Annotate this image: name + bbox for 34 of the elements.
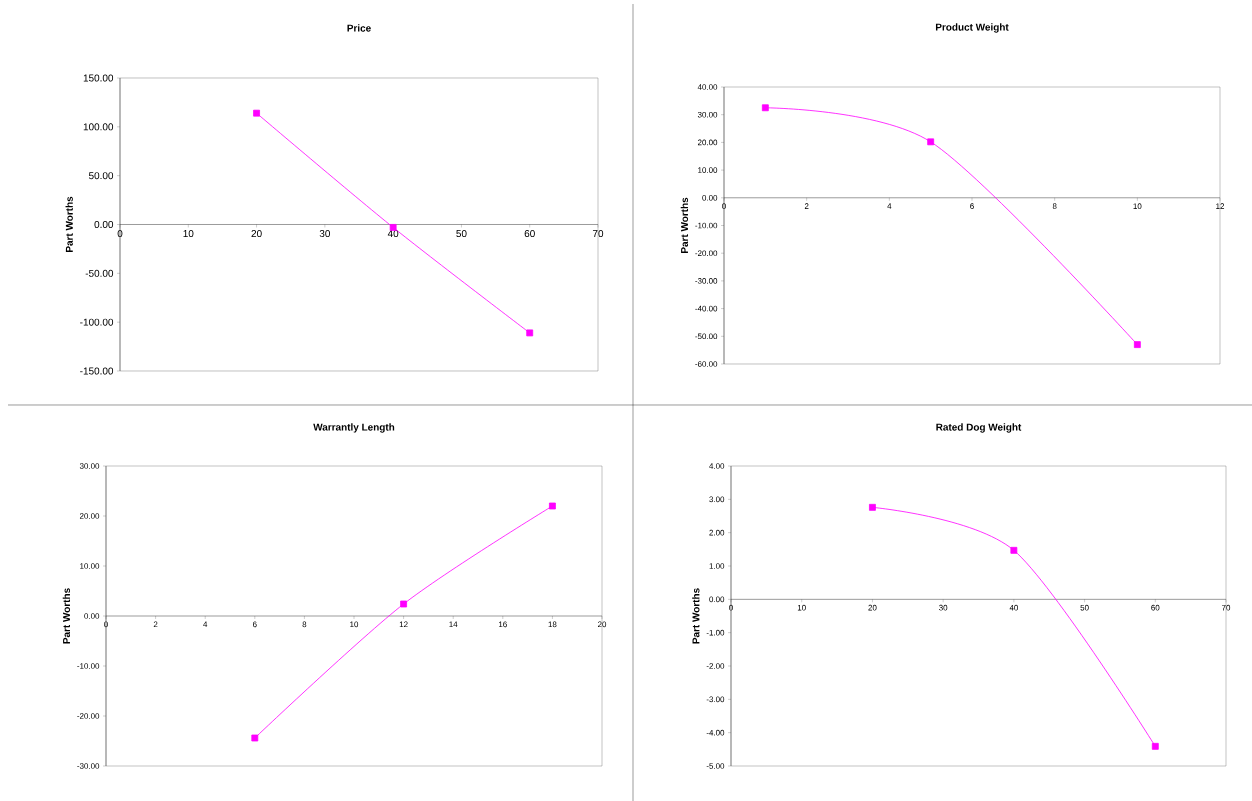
point	[400, 600, 407, 608]
x-tick-label: 20	[251, 230, 262, 238]
y-tick-label: 150.00	[83, 74, 114, 82]
point	[927, 138, 935, 146]
y-tick-label: 50.00	[88, 172, 114, 180]
x-tick-label: 0	[117, 230, 123, 238]
x-tick-label: 50	[456, 230, 467, 238]
point	[253, 109, 260, 117]
x-tick-label: 60	[524, 230, 535, 238]
chart-title: Price	[347, 24, 371, 32]
y-axis-title: Part Worths	[62, 588, 71, 644]
point	[1133, 341, 1141, 349]
y-tick-label: -150.00	[80, 367, 114, 375]
chart-title: Warrantly Length	[313, 423, 395, 433]
y-axis-title: Part Worths	[65, 196, 73, 252]
point	[549, 502, 556, 510]
y-axis-title: Part Worths	[680, 197, 689, 253]
y-axis-title: Part Worths	[692, 588, 700, 644]
chart-title: Product Weight	[935, 23, 1009, 33]
point	[761, 104, 769, 112]
x-tick-label: 40	[387, 230, 399, 238]
point	[1010, 546, 1018, 554]
y-tick-label: -50.00	[85, 269, 114, 277]
y-tick-label: 0.00	[94, 220, 114, 229]
x-tick-label: 70	[592, 230, 604, 238]
point	[251, 734, 259, 742]
x-tick-label: 10	[183, 230, 194, 238]
x-tick-label: 30	[319, 230, 331, 238]
y-tick-label: 100.00	[83, 123, 114, 131]
chart-title: Rated Dog Weight	[936, 423, 1022, 433]
point	[1151, 742, 1159, 750]
y-tick-label: -100.00	[80, 318, 114, 326]
point	[526, 329, 534, 337]
point	[869, 503, 876, 511]
